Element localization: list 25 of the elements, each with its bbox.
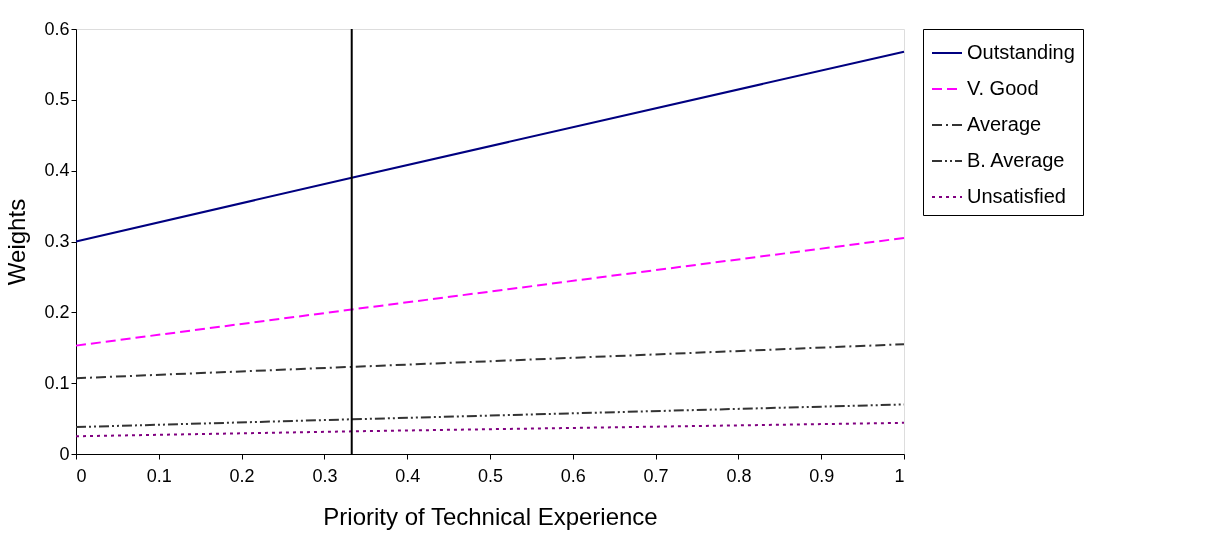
- x-tick-label: 1: [894, 465, 905, 486]
- x-tick-label: 0.5: [477, 465, 504, 486]
- y-axis-title: Weights: [3, 198, 31, 286]
- y-tick-label: 0.1: [44, 372, 70, 393]
- y-tick-label: 0.6: [44, 18, 70, 39]
- x-tick-label: 0.4: [395, 465, 421, 486]
- y-tick-label: 0.5: [44, 89, 70, 110]
- legend-label: Unsatisfied: [967, 185, 1066, 207]
- y-tick-label: 0: [59, 443, 70, 464]
- x-tick-label: 0.3: [312, 465, 338, 486]
- y-tick-label: 0.4: [44, 160, 70, 181]
- x-tick-label: 0.1: [146, 465, 172, 486]
- x-axis-title: Priority of Technical Experience: [323, 502, 658, 530]
- x-tick-label: 0.6: [560, 465, 586, 486]
- legend-label: Outstanding: [967, 41, 1075, 63]
- legend-label: B. Average: [967, 149, 1065, 171]
- legend-label: Average: [967, 113, 1042, 135]
- y-tick-label: 0.3: [44, 231, 70, 251]
- x-tick-label: 0: [76, 465, 87, 486]
- x-tick-label: 0.9: [809, 465, 835, 486]
- x-tick-label: 0.8: [726, 465, 752, 486]
- legend-label: V. Good: [967, 77, 1039, 99]
- x-tick-label: 0.7: [643, 465, 669, 486]
- x-tick-label: 0.2: [229, 465, 255, 486]
- y-tick-label: 0.2: [44, 301, 70, 322]
